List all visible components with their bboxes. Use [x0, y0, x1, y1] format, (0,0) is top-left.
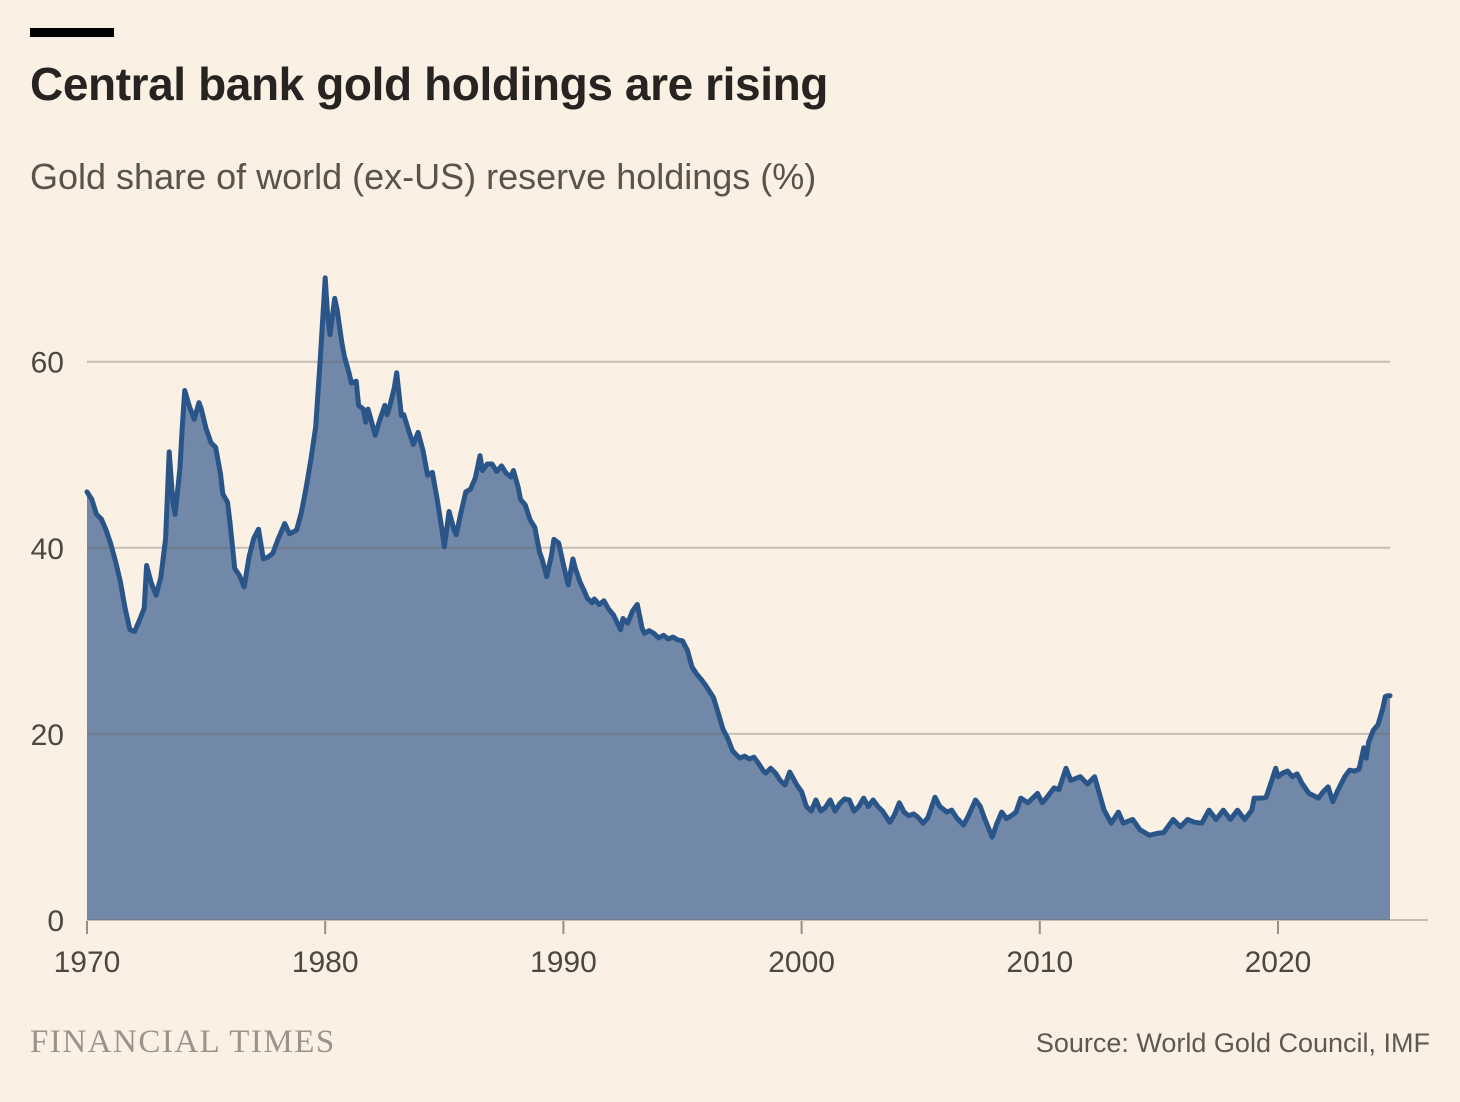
chart-title: Central bank gold holdings are rising: [30, 58, 828, 110]
x-tick-label: 1990: [530, 946, 597, 979]
y-tick-label: 0: [47, 905, 64, 938]
y-tick-label: 60: [31, 347, 64, 380]
x-tick-label: 2010: [1006, 946, 1073, 979]
y-tick-label: 20: [31, 719, 64, 752]
y-tick-label: 40: [31, 533, 64, 566]
source-note: Source: World Gold Council, IMF: [1035, 1028, 1430, 1058]
x-tick-label: 1980: [292, 946, 359, 979]
data-line: [84, 275, 1393, 840]
x-tick-label: 2020: [1245, 946, 1312, 979]
ft-logo: FINANCIAL TIMES: [30, 1024, 336, 1060]
footer: FINANCIAL TIMES Source: World Gold Counc…: [30, 1024, 1430, 1061]
accent-bar: [30, 28, 114, 37]
x-tick-label: 1970: [54, 946, 121, 979]
area-fill: [87, 277, 1390, 920]
x-tick-label: 2000: [768, 946, 835, 979]
chart-subtitle: Gold share of world (ex-US) reserve hold…: [30, 156, 817, 197]
